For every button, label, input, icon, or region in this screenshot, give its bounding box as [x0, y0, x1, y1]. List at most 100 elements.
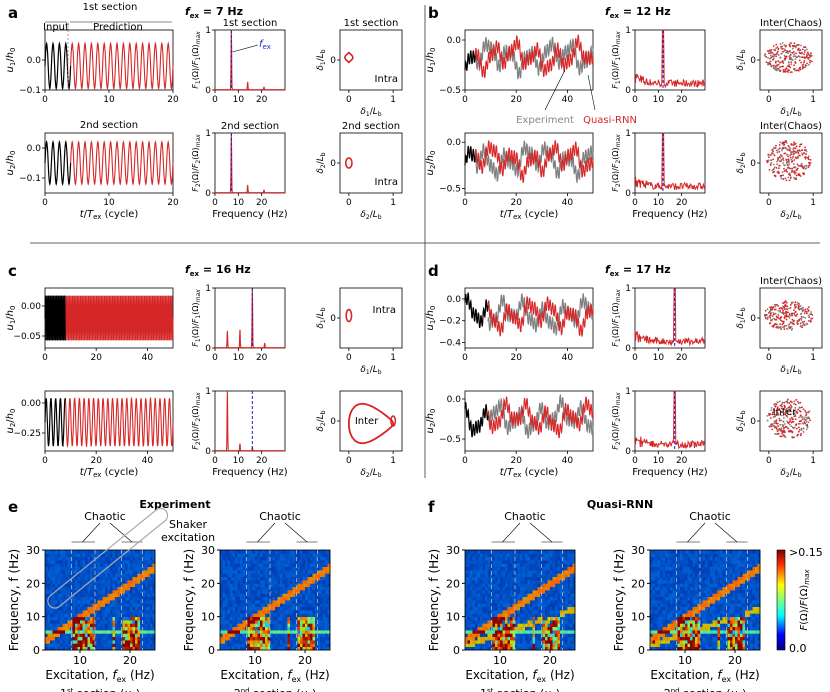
x-tick-label: 10 — [103, 198, 115, 208]
heatmap-cell — [270, 610, 273, 614]
heatmap-cell — [270, 606, 273, 611]
heatmap-cell — [255, 600, 258, 604]
phase-point — [792, 427, 795, 430]
heatmap-cell — [47, 633, 51, 637]
heatmap-cell — [57, 636, 61, 641]
heatmap-cell — [525, 560, 528, 564]
heatmap-cell — [257, 630, 261, 634]
prediction-line — [70, 140, 174, 186]
phase-point — [775, 303, 777, 306]
phase-point — [795, 145, 798, 148]
heatmap-cell — [465, 626, 468, 631]
heatmap-cell — [470, 613, 473, 617]
heatmap-cell — [522, 643, 526, 647]
heatmap-cell — [47, 566, 51, 571]
heatmap-cell — [495, 583, 498, 587]
heatmap-cell — [290, 646, 293, 651]
heatmap-cell — [245, 643, 248, 647]
heatmap-cell — [267, 566, 271, 571]
heatmap-cell — [105, 630, 108, 634]
phase-point — [804, 66, 806, 68]
heatmap-cell — [470, 643, 473, 647]
heatmap-cell — [310, 596, 313, 601]
phase-point — [764, 309, 767, 312]
heatmap-cell — [45, 610, 48, 614]
heatmap-cell — [260, 606, 263, 611]
heatmap-cell — [477, 620, 481, 624]
heatmap-cell — [62, 560, 66, 564]
heatmap-cell — [122, 616, 126, 621]
heatmap-cell — [107, 626, 111, 631]
heatmap-cell — [247, 593, 251, 597]
heatmap-cell — [152, 556, 156, 561]
heatmap-cell — [502, 630, 506, 634]
heatmap-cell — [530, 616, 533, 621]
phase-point — [800, 313, 802, 315]
heatmap-cell — [500, 603, 503, 607]
heatmap-cell — [520, 640, 523, 644]
heatmap-cell — [262, 590, 266, 594]
heatmap-cell — [150, 556, 153, 561]
x-tick-label: 20 — [298, 654, 312, 667]
heatmap-cell — [255, 613, 258, 617]
heatmap-cell — [467, 560, 471, 564]
heatmap-cell — [152, 580, 156, 584]
phase-point — [796, 167, 799, 170]
heatmap-cell — [80, 596, 83, 601]
heatmap-cell — [520, 630, 523, 634]
heatmap-cell — [327, 643, 331, 647]
phase-point — [797, 423, 800, 425]
heatmap-cell — [255, 636, 258, 641]
heatmap-cell — [225, 550, 228, 554]
phase-point — [799, 150, 801, 152]
phase-point — [804, 316, 807, 319]
heatmap-cell — [322, 636, 326, 641]
heatmap-cell — [60, 623, 63, 627]
heatmap-cell — [325, 603, 328, 607]
phase-point — [769, 316, 772, 319]
heatmap-cell — [125, 560, 128, 564]
heatmap-cell — [142, 600, 146, 604]
heatmap-cell — [292, 603, 296, 607]
heatmap-cell — [280, 613, 283, 617]
heatmap-cell — [140, 550, 143, 554]
heatmap-cell — [265, 630, 268, 634]
heatmap-cell — [57, 610, 61, 614]
heatmap-cell — [60, 613, 63, 617]
heatmap-cell — [275, 600, 278, 604]
heatmap-cell — [52, 570, 56, 574]
heatmap-cell — [285, 643, 288, 647]
heatmap-cell — [120, 573, 123, 577]
heatmap-cell — [65, 573, 68, 577]
heatmap-cell — [527, 586, 531, 591]
heatmap-cell — [230, 576, 233, 581]
heatmap-cell — [130, 610, 133, 614]
heatmap-cell — [260, 626, 263, 631]
heatmap-cell — [310, 563, 313, 567]
heatmap-cell — [57, 643, 61, 647]
heatmap-cell — [297, 590, 301, 594]
heatmap-cell — [232, 606, 236, 611]
heatmap-cell — [122, 636, 126, 641]
heatmap-cell — [467, 626, 471, 631]
heatmap-cell — [482, 580, 486, 584]
heatmap-cell — [247, 603, 251, 607]
heatmap-cell — [465, 643, 468, 647]
heatmap-cell — [277, 616, 281, 621]
spectrum-axes — [634, 132, 706, 194]
heatmap-cell — [490, 603, 493, 607]
heatmap-cell — [492, 610, 496, 614]
heatmap-cell — [265, 616, 268, 621]
heatmap-cell — [247, 560, 251, 564]
heatmap-cell — [300, 550, 303, 554]
phase-point — [805, 148, 807, 151]
heatmap-cell — [70, 603, 73, 607]
heatmap-cell — [485, 580, 488, 584]
x-tick-label: 20 — [123, 654, 137, 667]
heatmap-cell — [472, 603, 476, 607]
phase-point — [794, 171, 797, 174]
heatmap-cell — [72, 643, 76, 647]
heatmap-cell — [492, 646, 496, 651]
heatmap-cell — [290, 616, 293, 621]
heatmap-cell — [90, 613, 93, 617]
